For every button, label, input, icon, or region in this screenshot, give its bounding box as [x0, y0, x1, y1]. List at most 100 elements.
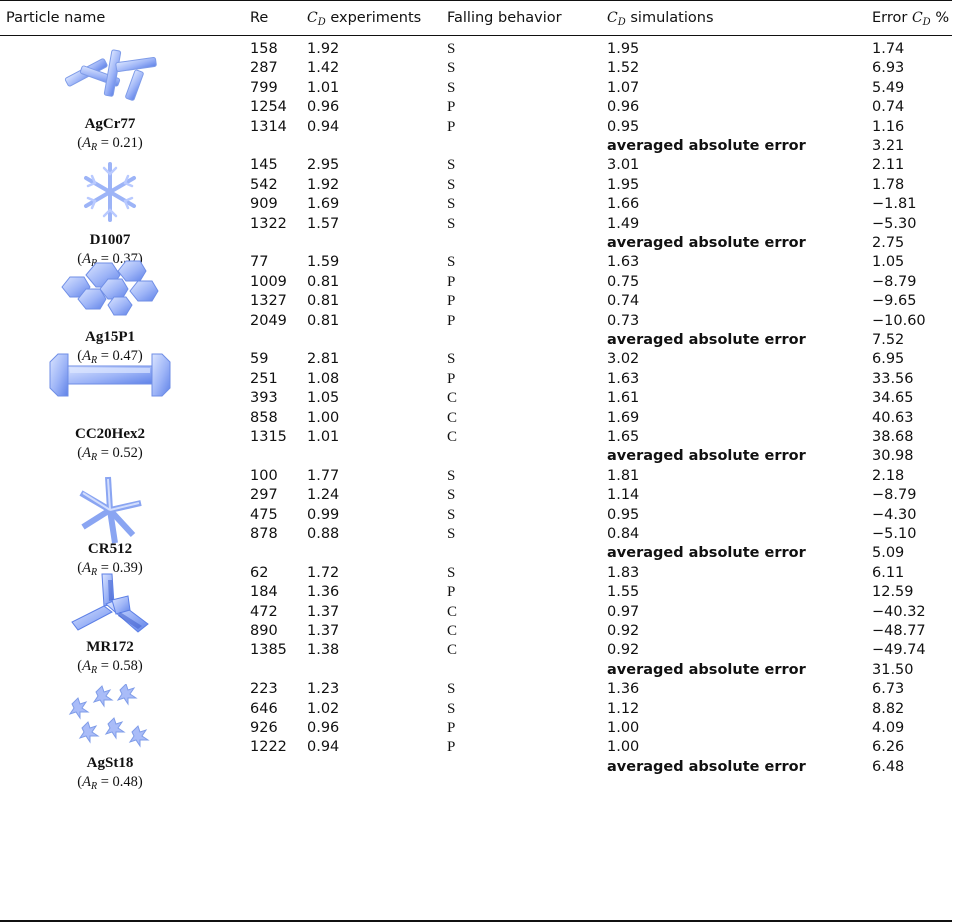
error-cell: 1.16 [872, 118, 905, 135]
cd-experiment-cell: 2.81 [307, 351, 340, 368]
re-cell: 1254 [250, 99, 287, 116]
cd-experiment-cell: 2.95 [307, 157, 340, 174]
falling-behavior-cell: C [447, 429, 458, 445]
cd-experiment-cell: 1.77 [307, 467, 340, 484]
cd-simulation-cell: 1.95 [607, 176, 640, 193]
falling-behavior-cell: P [447, 273, 456, 290]
table-row: 878 0.88 S 0.84 −5.10 [0, 525, 954, 544]
error-cell: −8.79 [872, 273, 917, 290]
falling-behavior-cell: S [447, 351, 456, 368]
averaged-error-label: averaged absolute error [607, 235, 806, 251]
table-row: 475 0.99 S 0.95 −4.30 [0, 506, 954, 525]
cd-experiment-cell: 1.37 [307, 623, 340, 639]
table-row: 926 0.96 P 1.00 4.09 [0, 719, 954, 738]
header-cd-experiments: CD experiments [307, 10, 422, 28]
table-row: 1327 0.81 P 0.74 −9.65 [0, 292, 954, 311]
re-cell: 1327 [250, 293, 287, 310]
cd-simulation-cell: 1.61 [607, 390, 640, 407]
re-cell: 2049 [250, 312, 287, 329]
falling-behavior-cell: S [447, 254, 456, 271]
cd-simulation-cell: 1.95 [607, 41, 640, 57]
falling-behavior-cell: S [447, 79, 456, 96]
re-cell: 475 [250, 506, 278, 523]
cd-simulation-cell: 1.00 [607, 739, 640, 756]
falling-behavior-cell: P [447, 293, 456, 310]
cd-simulation-cell: 1.83 [607, 564, 640, 581]
re-cell: 59 [250, 351, 269, 368]
re-cell: 287 [250, 60, 278, 77]
plate-aggregate-icon [56, 257, 164, 323]
falling-behavior-cell: S [447, 681, 456, 698]
cd-experiment-cell: 1.37 [307, 603, 340, 620]
particle-name: CR512 [87, 541, 133, 558]
re-cell: 100 [250, 467, 278, 484]
re-cell: 223 [250, 681, 278, 698]
averaged-error-value: 6.48 [872, 758, 905, 775]
header-re: Re [250, 10, 269, 26]
particle-name: AgCr77 [84, 115, 136, 132]
averaged-error-row: averaged absolute error 30.98 [0, 447, 954, 466]
table-row: 1315 1.01 C 1.65 38.68 [0, 428, 954, 447]
table-row: 472 1.37 C 0.97 −40.32 [0, 603, 954, 622]
falling-behavior-cell: P [447, 739, 456, 756]
re-cell: 472 [250, 603, 278, 620]
cd-experiment-cell: 1.42 [307, 60, 340, 77]
cd-experiment-cell: 1.05 [307, 390, 340, 407]
table-row: 1009 0.81 P 0.75 −8.79 [0, 273, 954, 292]
table-row: 251 1.08 P 1.63 33.56 [0, 370, 954, 389]
averaged-error-value: 3.21 [872, 138, 905, 154]
cd-experiment-cell: 0.81 [307, 293, 340, 310]
averaged-error-row: averaged absolute error 6.48 [0, 758, 954, 777]
re-cell: 1315 [250, 429, 287, 445]
error-cell: −40.32 [872, 603, 926, 620]
re-cell: 858 [250, 409, 278, 426]
cd-experiment-cell: 1.36 [307, 584, 340, 601]
header-cd-simulations: CD simulations [607, 10, 714, 28]
aspect-ratio-label: (AR = 0.21) [77, 134, 143, 153]
error-cell: −5.10 [872, 526, 917, 542]
cd-simulation-cell: 3.01 [607, 157, 640, 174]
table-row: 59 2.81 S 3.02 6.95 [0, 350, 954, 369]
table-row: 184 1.36 P 1.55 12.59 [0, 583, 954, 602]
table-row: 297 1.24 S 1.14 −8.79 [0, 486, 954, 505]
crossed-rods-aggregate-icon [60, 46, 160, 108]
error-cell: 33.56 [872, 370, 914, 387]
cd-experiment-cell: 0.96 [307, 99, 340, 116]
error-cell: 2.18 [872, 467, 905, 484]
error-cell: 6.95 [872, 351, 905, 368]
particle-cell-cc20hex2: CC20Hex2 (AR = 0.52) [0, 350, 220, 466]
error-cell: 1.78 [872, 176, 905, 193]
falling-behavior-cell: P [447, 118, 456, 135]
error-cell: −10.60 [872, 312, 926, 329]
averaged-error-value: 30.98 [872, 448, 914, 465]
re-cell: 297 [250, 487, 278, 504]
header-rule [0, 35, 952, 36]
cd-experiment-cell: 1.57 [307, 215, 340, 232]
table-row: 1222 0.94 P 1.00 6.26 [0, 738, 954, 757]
aspect-ratio-label: (AR = 0.47) [77, 347, 143, 366]
table-row: 909 1.69 S 1.66 −1.81 [0, 195, 954, 214]
cd-simulation-cell: 1.49 [607, 215, 640, 232]
error-cell: −1.81 [872, 196, 917, 213]
error-cell: 6.73 [872, 681, 905, 698]
cd-experiment-cell: 1.59 [307, 254, 340, 271]
re-cell: 1314 [250, 118, 287, 135]
table-row: 646 1.02 S 1.12 8.82 [0, 700, 954, 719]
stellar-aggregate-icon [62, 683, 158, 756]
header-falling-behavior: Falling behavior [447, 10, 562, 26]
table-row: 287 1.42 S 1.52 6.93 [0, 59, 954, 78]
cd-experiment-cell: 1.08 [307, 370, 340, 387]
cd-experiment-cell: 1.23 [307, 681, 340, 698]
averaged-error-label: averaged absolute error [607, 758, 806, 775]
re-cell: 1222 [250, 739, 287, 756]
averaged-error-value: 2.75 [872, 235, 905, 251]
falling-behavior-cell: S [447, 700, 456, 717]
re-cell: 145 [250, 157, 278, 174]
table-row: 77 1.59 S 1.63 1.05 [0, 253, 954, 272]
falling-behavior-cell: S [447, 176, 456, 193]
table-row: 858 1.00 C 1.69 40.63 [0, 409, 954, 428]
falling-behavior-cell: S [447, 41, 456, 57]
falling-behavior-cell: C [447, 603, 458, 620]
averaged-error-label: averaged absolute error [607, 332, 806, 348]
cd-simulation-cell: 1.69 [607, 409, 640, 426]
